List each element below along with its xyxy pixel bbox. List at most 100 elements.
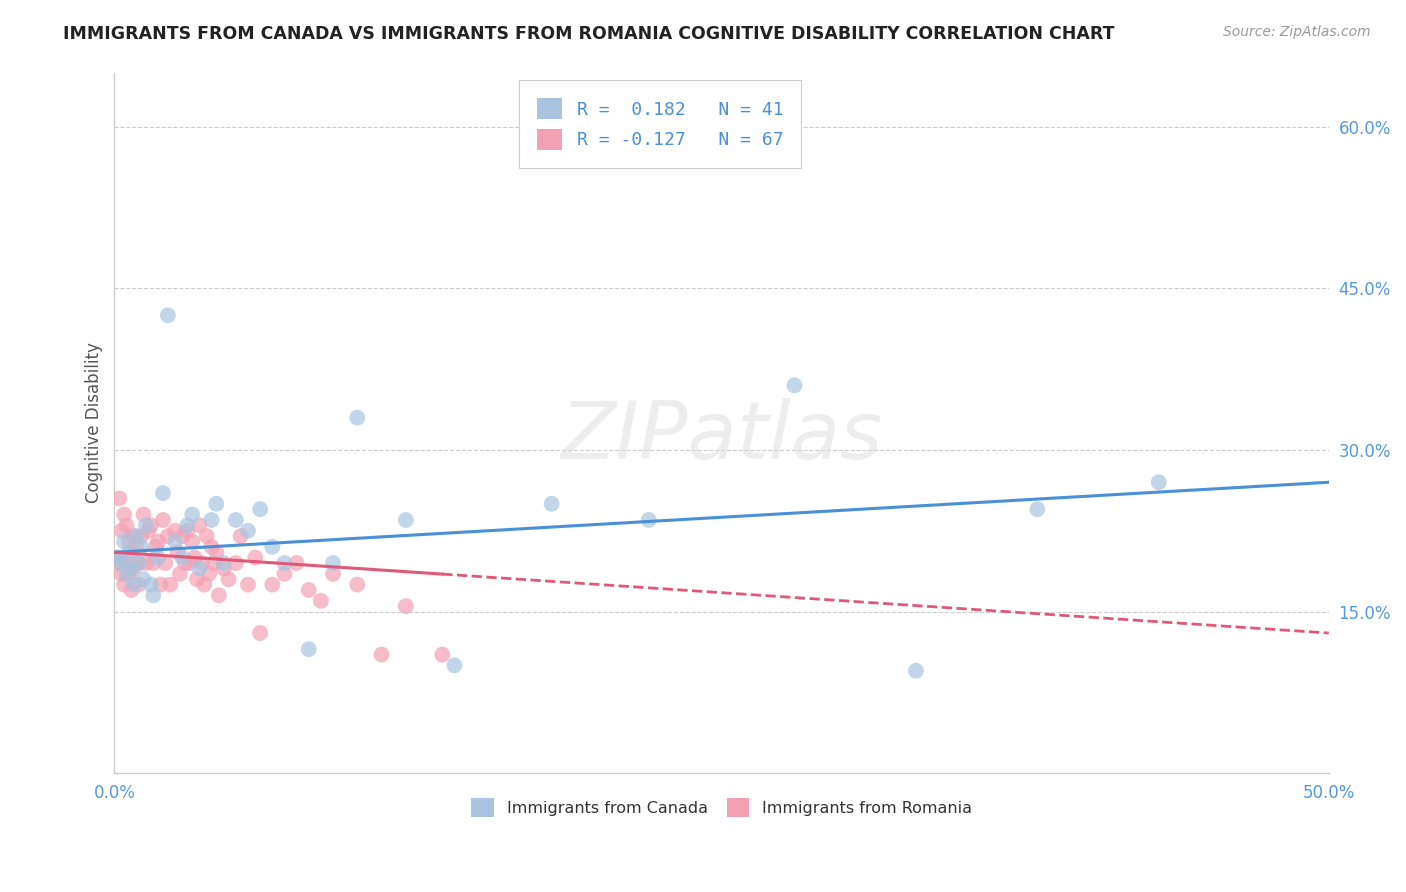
Point bbox=[159, 577, 181, 591]
Point bbox=[149, 577, 172, 591]
Point bbox=[1147, 475, 1170, 490]
Point bbox=[115, 518, 138, 533]
Point bbox=[169, 566, 191, 581]
Point bbox=[249, 502, 271, 516]
Point bbox=[120, 561, 142, 575]
Point bbox=[249, 626, 271, 640]
Point bbox=[156, 309, 179, 323]
Point bbox=[195, 529, 218, 543]
Text: Source: ZipAtlas.com: Source: ZipAtlas.com bbox=[1223, 25, 1371, 39]
Point bbox=[111, 556, 134, 570]
Point bbox=[193, 577, 215, 591]
Point bbox=[212, 556, 235, 570]
Point bbox=[132, 572, 155, 586]
Point bbox=[904, 664, 927, 678]
Point bbox=[208, 588, 231, 602]
Point bbox=[139, 577, 162, 591]
Point bbox=[637, 513, 659, 527]
Point bbox=[273, 566, 295, 581]
Point bbox=[262, 540, 284, 554]
Point bbox=[108, 491, 131, 506]
Point bbox=[229, 529, 252, 543]
Point bbox=[108, 550, 131, 565]
Point bbox=[166, 545, 188, 559]
Point bbox=[112, 534, 135, 549]
Point bbox=[218, 572, 240, 586]
Point bbox=[212, 561, 235, 575]
Point bbox=[120, 582, 142, 597]
Point bbox=[309, 593, 332, 607]
Point bbox=[112, 577, 135, 591]
Point bbox=[783, 378, 806, 392]
Point bbox=[432, 648, 454, 662]
Point bbox=[202, 556, 225, 570]
Legend: Immigrants from Canada, Immigrants from Romania: Immigrants from Canada, Immigrants from … bbox=[464, 790, 980, 824]
Point bbox=[191, 556, 214, 570]
Point bbox=[139, 518, 162, 533]
Point bbox=[165, 534, 187, 549]
Point bbox=[262, 577, 284, 591]
Point bbox=[111, 524, 134, 538]
Point bbox=[112, 508, 135, 522]
Y-axis label: Cognitive Disability: Cognitive Disability bbox=[86, 343, 103, 503]
Point bbox=[146, 550, 169, 565]
Point bbox=[181, 534, 204, 549]
Point bbox=[298, 642, 321, 657]
Point bbox=[285, 556, 308, 570]
Point bbox=[395, 513, 418, 527]
Point bbox=[115, 556, 138, 570]
Point bbox=[125, 540, 148, 554]
Point bbox=[346, 577, 368, 591]
Point bbox=[135, 556, 157, 570]
Text: ZIPatlas: ZIPatlas bbox=[561, 398, 883, 476]
Point bbox=[188, 518, 211, 533]
Point bbox=[176, 524, 198, 538]
Point bbox=[108, 556, 131, 570]
Point bbox=[129, 540, 152, 554]
Point bbox=[322, 556, 344, 570]
Point bbox=[173, 556, 195, 570]
Point bbox=[322, 566, 344, 581]
Point bbox=[146, 534, 169, 549]
Point bbox=[236, 577, 259, 591]
Point bbox=[128, 556, 150, 570]
Point bbox=[172, 550, 194, 565]
Point bbox=[155, 556, 177, 570]
Point bbox=[200, 513, 222, 527]
Point bbox=[122, 561, 145, 575]
Point bbox=[346, 410, 368, 425]
Point bbox=[145, 540, 167, 554]
Point bbox=[205, 497, 228, 511]
Point bbox=[245, 550, 267, 565]
Point bbox=[395, 599, 418, 614]
Text: IMMIGRANTS FROM CANADA VS IMMIGRANTS FROM ROMANIA COGNITIVE DISABILITY CORRELATI: IMMIGRANTS FROM CANADA VS IMMIGRANTS FRO… bbox=[63, 25, 1115, 43]
Point bbox=[118, 545, 141, 559]
Point bbox=[172, 529, 194, 543]
Point bbox=[105, 550, 128, 565]
Point bbox=[188, 561, 211, 575]
Point bbox=[142, 556, 165, 570]
Point bbox=[181, 508, 204, 522]
Point bbox=[142, 588, 165, 602]
Point bbox=[128, 577, 150, 591]
Point bbox=[298, 582, 321, 597]
Point bbox=[236, 524, 259, 538]
Point bbox=[122, 577, 145, 591]
Point bbox=[186, 572, 208, 586]
Point bbox=[205, 545, 228, 559]
Point bbox=[225, 556, 247, 570]
Point bbox=[122, 529, 145, 543]
Point bbox=[128, 556, 150, 570]
Point bbox=[120, 545, 142, 559]
Point bbox=[132, 508, 155, 522]
Point bbox=[200, 540, 222, 554]
Point bbox=[156, 529, 179, 543]
Point bbox=[125, 529, 148, 543]
Point bbox=[198, 566, 221, 581]
Point bbox=[129, 529, 152, 543]
Point bbox=[152, 486, 174, 500]
Point bbox=[152, 513, 174, 527]
Point bbox=[370, 648, 392, 662]
Point bbox=[115, 566, 138, 581]
Point bbox=[540, 497, 562, 511]
